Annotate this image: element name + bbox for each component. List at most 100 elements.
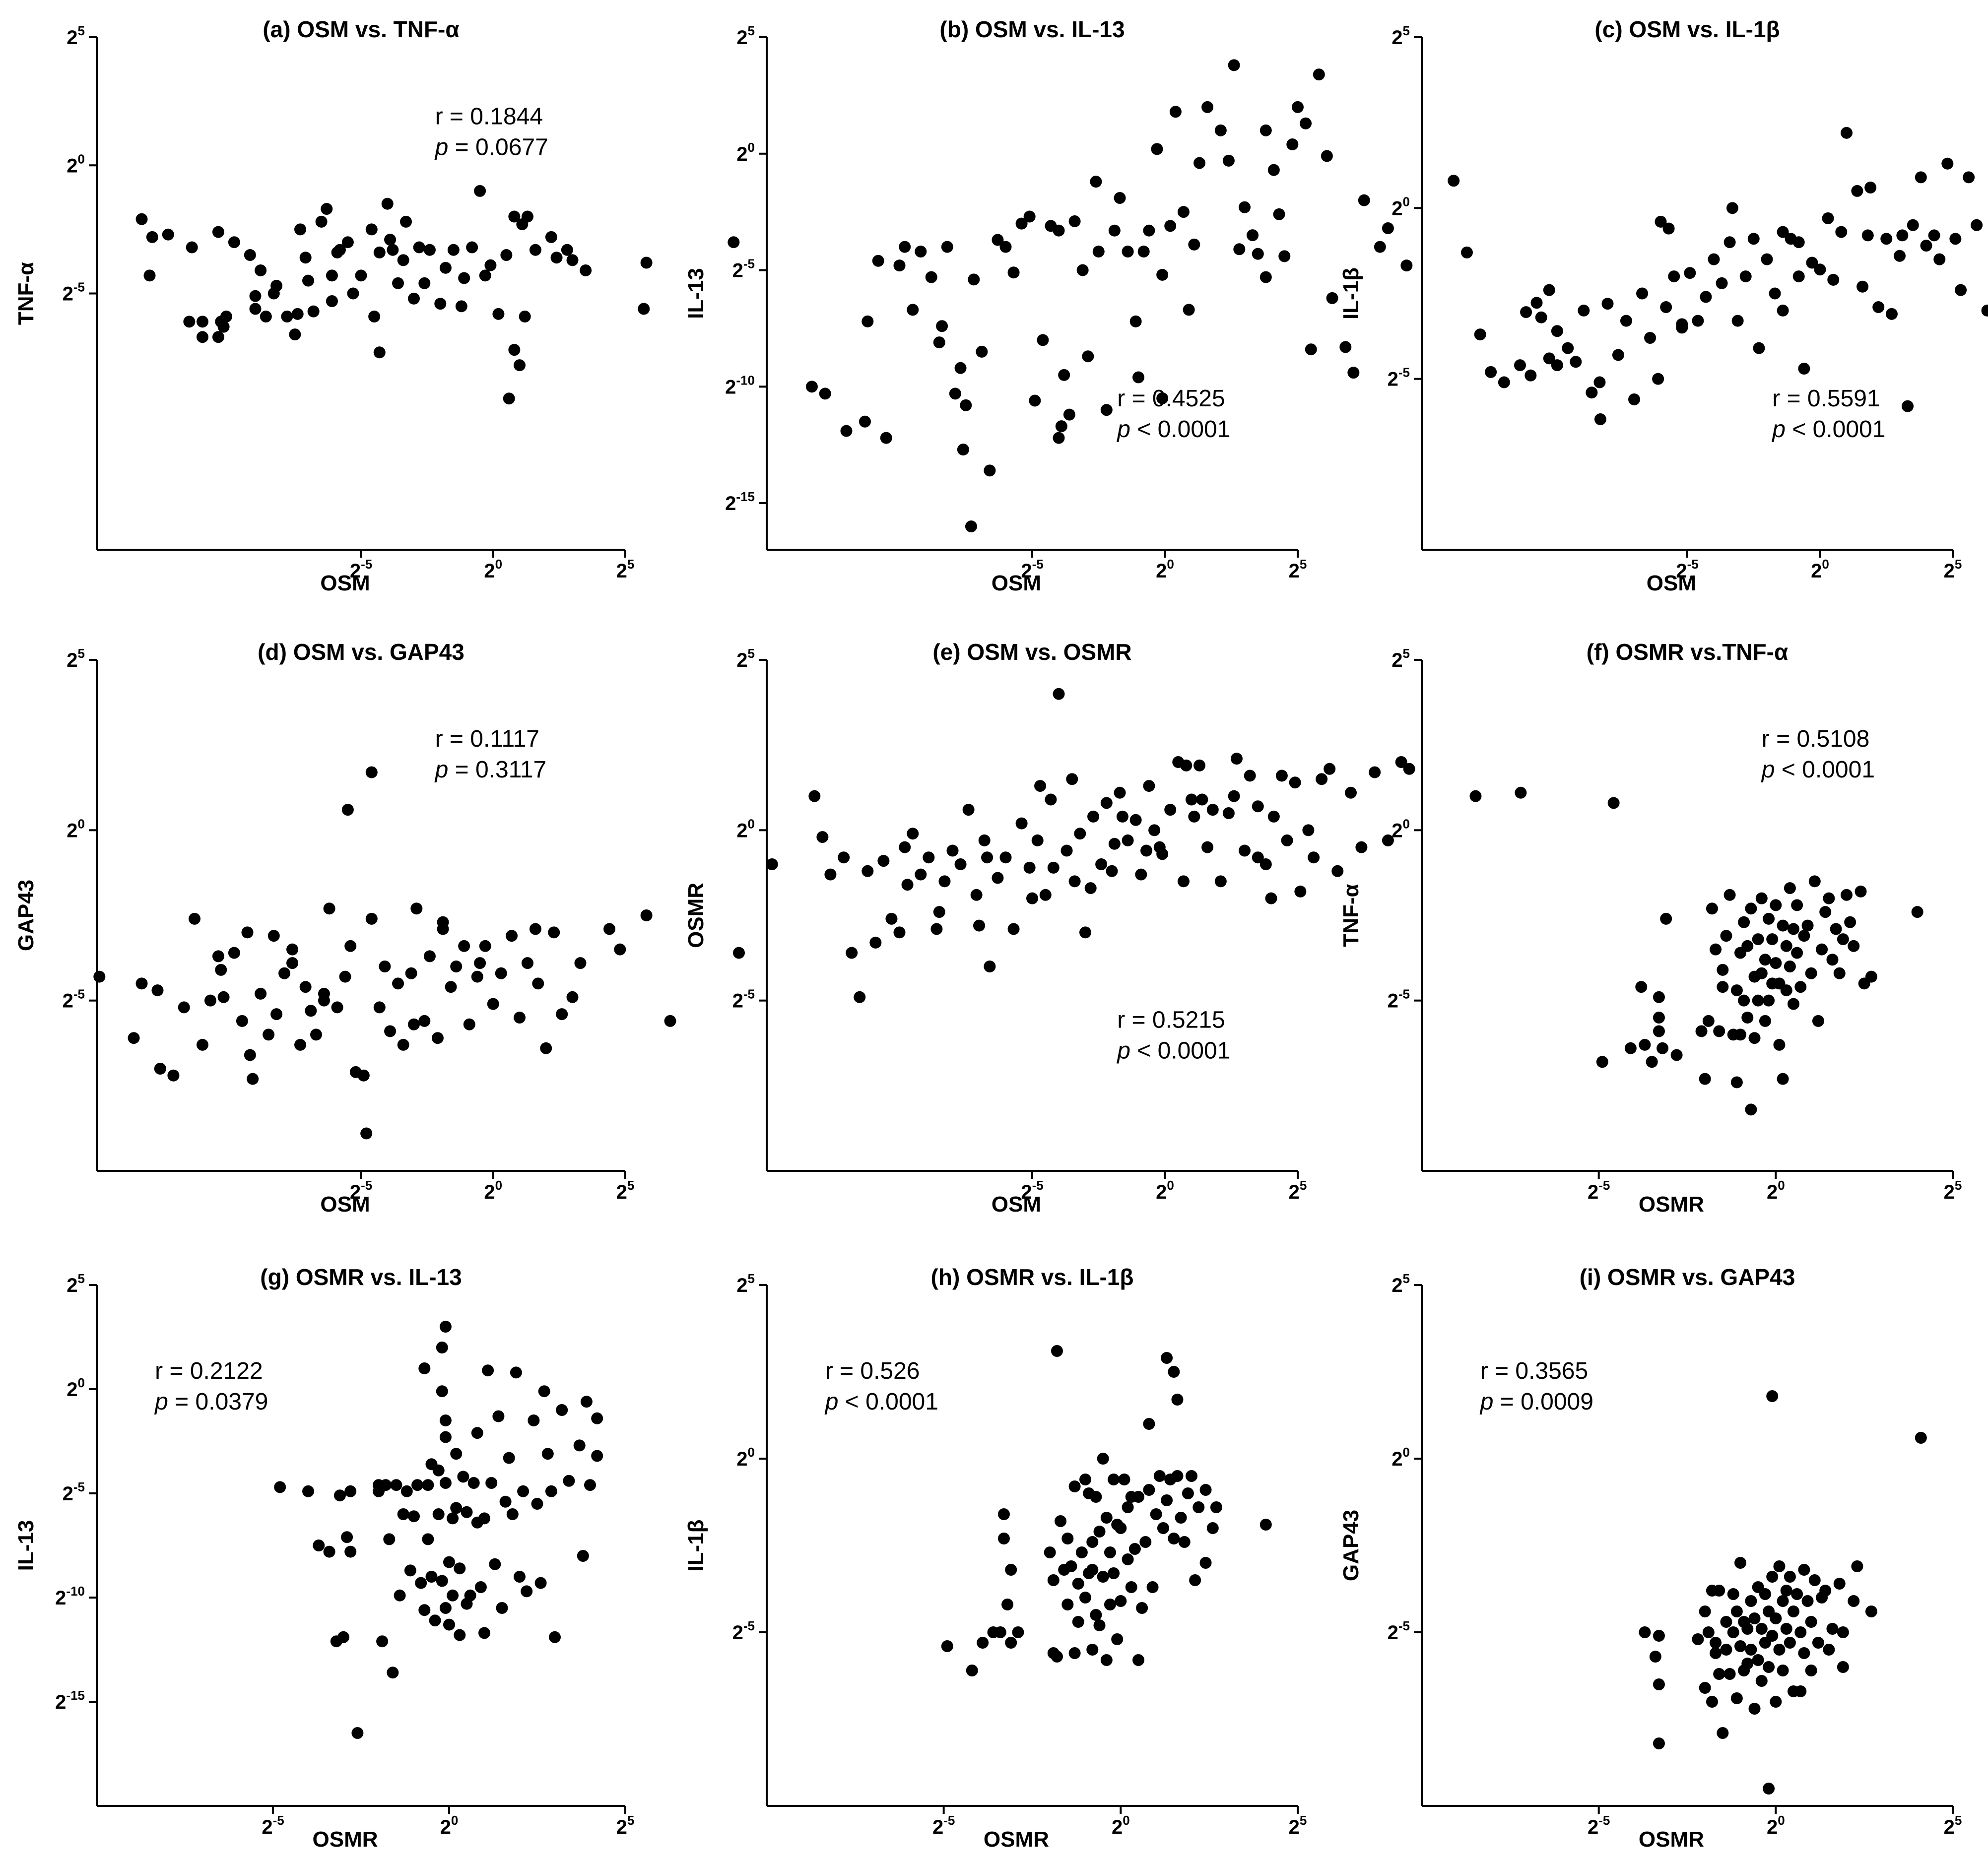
data-point — [267, 930, 280, 942]
data-point — [331, 246, 343, 258]
data-point — [949, 387, 961, 400]
y-tick-label: 20 — [736, 816, 755, 841]
data-point — [1748, 1612, 1761, 1624]
data-point — [425, 1571, 438, 1583]
x-tick-label: 20 — [440, 1813, 459, 1838]
data-point — [1053, 688, 1065, 700]
data-point — [1148, 824, 1161, 836]
x-axis-title: OSM — [320, 1192, 370, 1217]
p-value: p = 0.3117 — [434, 757, 547, 783]
y-tick-label: 25 — [736, 23, 755, 49]
data-point — [508, 210, 521, 223]
data-point — [1143, 224, 1155, 237]
data-point — [1355, 841, 1368, 853]
data-point — [1826, 1623, 1839, 1635]
data-point — [1066, 773, 1078, 785]
data-point — [1222, 807, 1235, 819]
data-point — [1865, 1605, 1877, 1617]
data-point — [197, 316, 208, 328]
y-axis-title: OSMR — [684, 883, 708, 948]
panel-f: (f) OSMR vs.TNF-α 2-5 20 25 2-5 20 25 OSMR TNF-α… — [1339, 639, 1962, 1217]
data-point — [1706, 1696, 1718, 1708]
data-point — [1755, 892, 1768, 904]
data-point — [1259, 1519, 1272, 1531]
data-point — [1794, 1685, 1807, 1697]
data-point — [1161, 1494, 1173, 1506]
data-point — [1911, 906, 1923, 918]
data-point — [838, 851, 850, 864]
data-point — [1798, 1647, 1810, 1659]
data-point — [970, 889, 983, 901]
data-point — [1706, 902, 1718, 915]
data-point — [302, 1485, 314, 1497]
data-point — [1856, 280, 1869, 293]
data-point — [1005, 1637, 1017, 1649]
data-point — [1788, 1605, 1799, 1617]
data-point — [467, 1477, 480, 1489]
data-point — [1766, 933, 1779, 946]
data-point — [1649, 1651, 1661, 1663]
panel-c: (c) OSM vs. IL-1β2-5 20 252-52025OSMIL-1βr… — [1339, 16, 1988, 595]
data-point — [1755, 967, 1768, 979]
data-point — [464, 1589, 476, 1602]
data-point — [1164, 220, 1177, 232]
data-point — [294, 223, 307, 236]
data-point — [400, 1485, 413, 1497]
data-point — [1653, 1737, 1665, 1749]
data-point — [580, 264, 592, 277]
data-point — [439, 1321, 452, 1333]
data-point — [1730, 984, 1743, 997]
data-point — [1653, 1012, 1665, 1024]
data-point — [1777, 1595, 1789, 1607]
data-point — [471, 1427, 483, 1439]
panel-g: (g) OSMR vs. IL-13 2-5 20 25 2-15 2-10 2-5 20 25… — [14, 1264, 634, 1852]
data-point — [1741, 1658, 1754, 1669]
x-tick-label: 20 — [484, 1178, 502, 1203]
y-axis-title: IL-13 — [684, 268, 708, 319]
data-point — [514, 1571, 526, 1583]
data-point — [373, 1001, 386, 1014]
p-value: p < 0.0001 — [1771, 416, 1885, 443]
data-point — [1143, 1418, 1155, 1430]
data-point — [907, 304, 919, 316]
data-point — [1699, 1605, 1711, 1617]
x-tick-label: 25 — [1944, 1813, 1962, 1838]
data-point — [732, 947, 745, 959]
data-point — [960, 399, 972, 411]
data-point — [561, 244, 573, 256]
data-point — [638, 303, 650, 315]
data-point — [1345, 786, 1357, 799]
data-point — [1716, 277, 1728, 289]
data-point — [1777, 1665, 1789, 1676]
data-point — [1894, 250, 1906, 262]
data-point — [1752, 933, 1764, 946]
data-point — [1720, 1616, 1732, 1628]
data-point — [1826, 954, 1839, 966]
data-point — [1717, 1727, 1729, 1739]
data-point — [1097, 1453, 1109, 1465]
data-point — [548, 926, 560, 939]
data-point — [247, 1073, 259, 1085]
data-point — [1907, 219, 1919, 231]
data-point — [1177, 206, 1190, 218]
data-point — [397, 1508, 409, 1520]
data-point — [489, 1558, 501, 1570]
data-point — [1135, 868, 1147, 881]
data-point — [1543, 352, 1555, 365]
data-point — [1029, 394, 1041, 407]
p-value: p = 0.0677 — [434, 134, 548, 161]
data-point — [484, 259, 497, 271]
data-point — [1844, 916, 1856, 928]
panel-i: (i) OSMR vs. GAP43 2-5 20 25 2-5 20 25 OSMR GAP4… — [1339, 1264, 1962, 1852]
y-axis-title: TNF-α — [14, 262, 38, 325]
data-point — [1012, 1626, 1024, 1638]
data-point — [1244, 770, 1256, 782]
data-point — [1963, 171, 1975, 184]
data-point — [1780, 1585, 1792, 1597]
data-point — [408, 1018, 420, 1030]
data-point — [1186, 1470, 1197, 1482]
y-tick-label: 25 — [66, 23, 85, 49]
data-point — [289, 328, 301, 341]
data-point — [183, 316, 196, 328]
